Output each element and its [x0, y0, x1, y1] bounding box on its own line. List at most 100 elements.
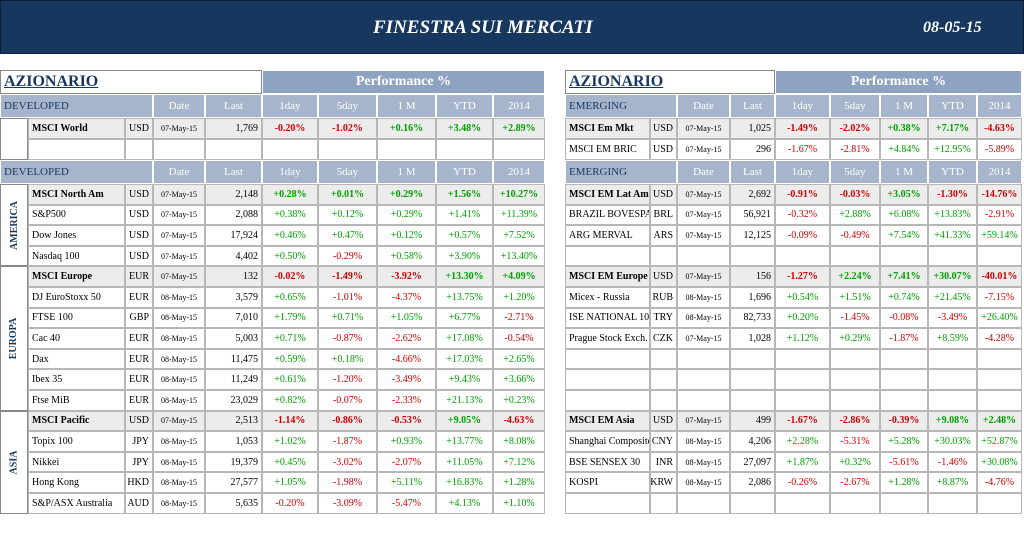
section-title: AZIONARIO — [565, 70, 775, 94]
date: 07-May-15 — [153, 118, 205, 139]
date: 08-May-15 — [677, 472, 730, 493]
perf-5day: +0.29% — [830, 328, 880, 349]
column-header: 1 M — [880, 94, 928, 118]
perf-ytd: +30.03% — [928, 431, 977, 452]
perf-1day: +1.79% — [262, 307, 318, 329]
perf-5day: -1.45% — [830, 307, 880, 329]
empty-cell — [205, 139, 262, 160]
name: Cac 40 — [28, 328, 125, 349]
perf-1m: +0.74% — [880, 287, 928, 308]
name: MSCI Em Mkt — [565, 118, 650, 139]
perf-5day: +0.12% — [318, 204, 377, 226]
perf-2014: +13.40% — [493, 245, 545, 267]
currency: USD — [125, 118, 153, 139]
date: 07-May-15 — [677, 118, 730, 139]
perf-1m: -5.61% — [880, 451, 928, 473]
column-header: 1day — [262, 160, 318, 184]
perf-2014: +1.10% — [493, 493, 545, 514]
empty-cell — [880, 390, 928, 411]
perf-1m: +0.29% — [377, 184, 436, 205]
name: MSCI North Am — [28, 184, 125, 205]
empty-cell — [125, 139, 153, 160]
empty-cell — [565, 369, 650, 390]
currency: KRW — [650, 472, 677, 493]
currency: JPY — [125, 451, 153, 473]
currency: USD — [125, 204, 153, 226]
perf-1m: +1.28% — [880, 472, 928, 493]
date: 07-May-15 — [677, 225, 730, 246]
perf-ytd: +4.13% — [436, 493, 493, 514]
name: DJ EuroStoxx 50 — [28, 287, 125, 308]
last: 82,733 — [730, 307, 775, 329]
perf-2014: +1.28% — [493, 472, 545, 493]
perf-ytd: +8.87% — [928, 472, 977, 493]
perf-1day: -1.67% — [775, 410, 830, 432]
empty-cell — [880, 493, 928, 514]
perf-1day: +0.45% — [262, 451, 318, 473]
perf-2014: +59.14% — [977, 225, 1022, 246]
perf-2014: +0.23% — [493, 390, 545, 411]
perf-1day: +0.38% — [262, 204, 318, 226]
perf-1m: +5.28% — [880, 431, 928, 452]
region-label — [0, 118, 28, 160]
name: Nikkei — [28, 451, 125, 473]
empty-cell — [830, 369, 880, 390]
perf-5day: +0.71% — [318, 307, 377, 329]
last: 2,086 — [730, 472, 775, 493]
column-header: 5day — [318, 94, 377, 118]
perf-1day: -0.02% — [262, 266, 318, 287]
date: 07-May-15 — [153, 184, 205, 205]
date: 08-May-15 — [153, 390, 205, 411]
perf-1m: -2.62% — [377, 328, 436, 349]
empty-cell — [677, 369, 730, 390]
perf-2014: +8.08% — [493, 431, 545, 452]
performance-label: Performance % — [775, 70, 1022, 94]
name: Topix 100 — [28, 431, 125, 452]
perf-ytd: +1.56% — [436, 184, 493, 205]
column-header: 1day — [262, 94, 318, 118]
column-header: 2014 — [977, 160, 1022, 184]
perf-1m: -2.07% — [377, 451, 436, 473]
name: MSCI Pacific — [28, 410, 125, 432]
last: 27,577 — [205, 472, 262, 493]
perf-5day: +0.47% — [318, 225, 377, 246]
perf-1day: +1.87% — [775, 451, 830, 473]
perf-1m: +0.12% — [377, 225, 436, 246]
empty-cell — [565, 348, 650, 370]
perf-5day: -1.01% — [318, 287, 377, 308]
empty-cell — [977, 493, 1022, 514]
perf-2014: -4.28% — [977, 328, 1022, 349]
section-label: EMERGING — [565, 94, 677, 118]
last: 5,003 — [205, 328, 262, 349]
column-header: 2014 — [493, 160, 545, 184]
empty-cell — [928, 348, 977, 370]
last: 27,097 — [730, 451, 775, 473]
name: Micex - Russia — [565, 287, 650, 308]
date: 08-May-15 — [153, 493, 205, 514]
perf-5day: -1.87% — [318, 431, 377, 452]
last: 156 — [730, 266, 775, 287]
empty-cell — [730, 348, 775, 370]
currency: CZK — [650, 328, 677, 349]
perf-5day: -1.49% — [318, 266, 377, 287]
date: 08-May-15 — [677, 431, 730, 452]
name: Ftse MiB — [28, 390, 125, 411]
section-label: DEVELOPED — [0, 94, 153, 118]
perf-2014: +3.66% — [493, 369, 545, 390]
empty-cell — [493, 139, 545, 160]
empty-cell — [565, 390, 650, 411]
currency: USD — [650, 118, 677, 139]
section-label: DEVELOPED — [0, 160, 153, 184]
perf-1m: -0.53% — [377, 410, 436, 432]
perf-1day: +1.12% — [775, 328, 830, 349]
perf-1day: +0.65% — [262, 287, 318, 308]
date: 08-May-15 — [153, 307, 205, 329]
perf-5day: -3.09% — [318, 493, 377, 514]
header-bar: FINESTRA SUI MERCATI 08-05-15 — [0, 0, 1024, 54]
empty-cell — [830, 245, 880, 267]
empty-cell — [928, 390, 977, 411]
last: 4,206 — [730, 431, 775, 452]
last: 1,028 — [730, 328, 775, 349]
perf-ytd: +9.05% — [436, 410, 493, 432]
perf-2014: +1.20% — [493, 287, 545, 308]
